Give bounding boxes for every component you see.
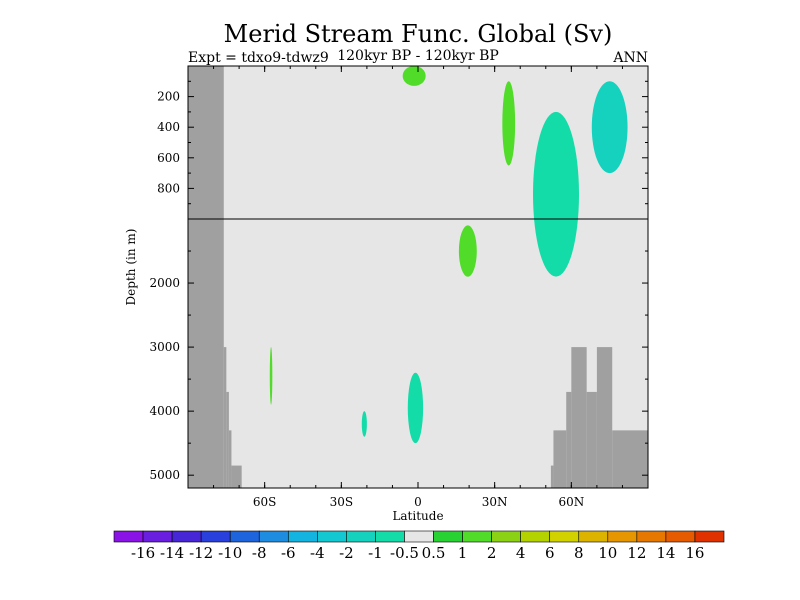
colorbar-label-13: 4 (516, 544, 526, 562)
experiment-label: Expt = tdxo9-tdwz9 (188, 50, 329, 66)
anomaly-layer (269, 66, 628, 444)
anomaly-region-7 (361, 411, 367, 437)
colorbar-label-12: 2 (487, 544, 497, 562)
anomaly-region-1 (591, 81, 628, 174)
anomaly-region-3 (502, 81, 516, 166)
x-axis-label: Latitude (392, 509, 443, 523)
y-tick-label-7: 5000 (149, 468, 180, 482)
y-tick-label-1: 400 (157, 120, 180, 134)
colorbar-swatch-6 (287, 530, 318, 543)
anomaly-region-6 (269, 347, 273, 405)
y-axis-label: Depth (in m) (124, 229, 138, 306)
anomaly-region-0 (533, 111, 579, 277)
colorbar-swatch-11 (433, 530, 463, 543)
colorbar-swatch-17 (607, 530, 638, 543)
colorbar-label-5: -6 (281, 544, 296, 562)
colorbar-swatch-0 (113, 530, 144, 543)
x-tick-label-2: 0 (414, 495, 422, 509)
topography-north-floor-6 (612, 430, 648, 488)
colorbar-swatch-10 (404, 530, 434, 543)
colorbar-swatch-18 (636, 530, 667, 543)
season-label: ANN (612, 50, 648, 66)
topography-layer (188, 66, 648, 488)
colorbar-label-9: -0.5 (390, 544, 419, 562)
topography-north-floor-1 (553, 430, 567, 488)
x-tick-label-1: 30S (330, 495, 354, 509)
colorbar-swatch-15 (549, 530, 580, 543)
colorbar-swatch-12 (462, 530, 492, 543)
colorbar-swatch-19 (665, 530, 696, 543)
topography-south-wall-2 (226, 391, 229, 488)
colorbar-swatch-9 (375, 530, 405, 543)
colorbar-swatch-14 (520, 530, 551, 543)
y-axis: 200 400 600 800 2000 3000 4000 5000 (149, 80, 648, 482)
topography-south-wall-1 (223, 347, 227, 488)
colorbar-label-17: 12 (627, 544, 646, 562)
colorbar-swatch-7 (317, 530, 347, 543)
colorbar-swatch-20 (694, 530, 725, 543)
colorbar-label-8: -1 (368, 544, 383, 562)
colorbar-label-6: -4 (310, 544, 325, 562)
colorbar-swatch-3 (200, 530, 231, 543)
topography-north-floor-2 (566, 391, 572, 488)
colorbar-label-14: 6 (545, 544, 555, 562)
colorbar-label-19: 16 (685, 544, 704, 562)
y-tick-label-6: 4000 (149, 404, 180, 418)
colorbar-swatch-8 (346, 530, 376, 543)
y-tick-label-5: 3000 (149, 340, 180, 354)
y-tick-label-2: 600 (157, 151, 180, 165)
plot-area (187, 65, 649, 489)
y-tick-label-3: 800 (157, 181, 180, 195)
colorbar-swatch-4 (229, 530, 260, 543)
topography-south-wall-0 (188, 66, 224, 488)
colorbar-label-10: 0.5 (422, 544, 446, 562)
colorbar-label-7: -2 (339, 544, 354, 562)
colorbar-swatch-5 (258, 530, 289, 543)
topography-north-floor-0 (550, 465, 554, 488)
colorbar-label-11: 1 (458, 544, 468, 562)
anomaly-region-2 (458, 225, 477, 277)
colorbar-label-2: -12 (189, 544, 213, 562)
topography-north-floor-3 (571, 347, 587, 488)
topography-south-wall-3 (228, 430, 232, 488)
anomaly-region-5 (402, 66, 426, 86)
topography-north-floor-4 (586, 391, 597, 488)
chart-title: Merid Stream Func. Global (Sv) (224, 20, 613, 48)
x-tick-label-0: 60S (253, 495, 277, 509)
y-tick-label-0: 200 (157, 90, 180, 104)
colorbar-swatch-13 (491, 530, 521, 543)
colorbar-label-15: 8 (574, 544, 584, 562)
topography-north-floor-5 (596, 347, 613, 488)
period-label: 120kyr BP - 120kyr BP (337, 48, 499, 64)
x-axis: 60S 30S 0 30N 60N (213, 66, 623, 509)
colorbar-swatch-1 (142, 530, 173, 543)
colorbar-label-18: 14 (656, 544, 675, 562)
colorbar-swatch-2 (171, 530, 202, 543)
y-tick-label-4: 2000 (149, 276, 180, 290)
colorbar-label-4: -8 (252, 544, 267, 562)
colorbar-label-3: -10 (218, 544, 242, 562)
colorbar-label-1: -14 (160, 544, 184, 562)
topography-south-wall-4 (231, 465, 242, 488)
colorbar-swatch-16 (578, 530, 609, 543)
colorbar-label-16: 10 (598, 544, 617, 562)
anomaly-region-4 (407, 372, 424, 444)
x-tick-label-3: 30N (482, 495, 508, 509)
x-tick-label-4: 60N (558, 495, 584, 509)
colorbar: -16 -14 -12 -10 -8 -6 -4 -2 -1 -0.5 0.5 1 2 4 6 8 10 12 14… (113, 530, 725, 562)
colorbar-label-0: -16 (131, 544, 155, 562)
